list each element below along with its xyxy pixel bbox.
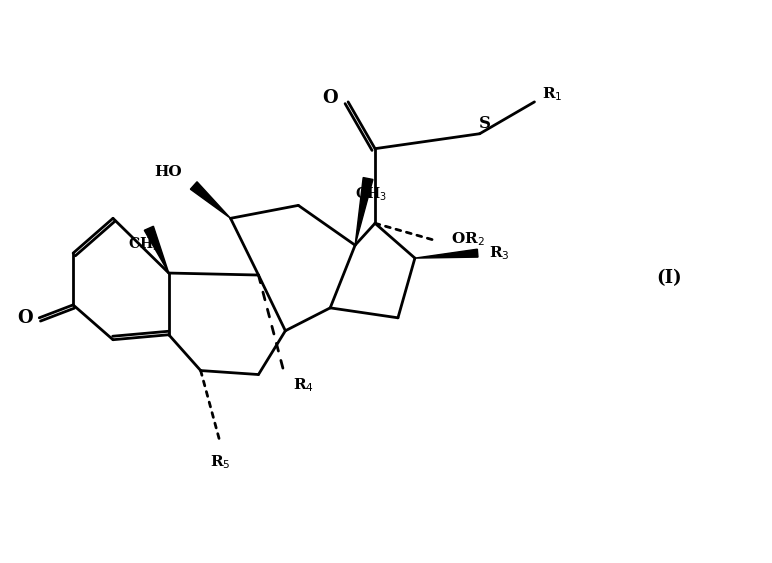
Text: HO: HO xyxy=(154,164,181,178)
Polygon shape xyxy=(415,249,478,258)
Text: R$_1$: R$_1$ xyxy=(542,85,563,103)
Text: R$_5$: R$_5$ xyxy=(210,453,231,471)
Text: OR$_2$: OR$_2$ xyxy=(451,230,485,248)
Text: CH$_3$: CH$_3$ xyxy=(128,235,160,253)
Text: O: O xyxy=(323,89,338,107)
Text: O: O xyxy=(18,309,33,327)
Text: R$_4$: R$_4$ xyxy=(293,377,313,394)
Text: R$_3$: R$_3$ xyxy=(489,244,510,262)
Polygon shape xyxy=(355,177,373,245)
Polygon shape xyxy=(144,226,169,273)
Text: S: S xyxy=(479,115,491,132)
Text: (I): (I) xyxy=(656,269,682,287)
Polygon shape xyxy=(191,182,231,218)
Text: CH$_3$: CH$_3$ xyxy=(355,186,387,203)
